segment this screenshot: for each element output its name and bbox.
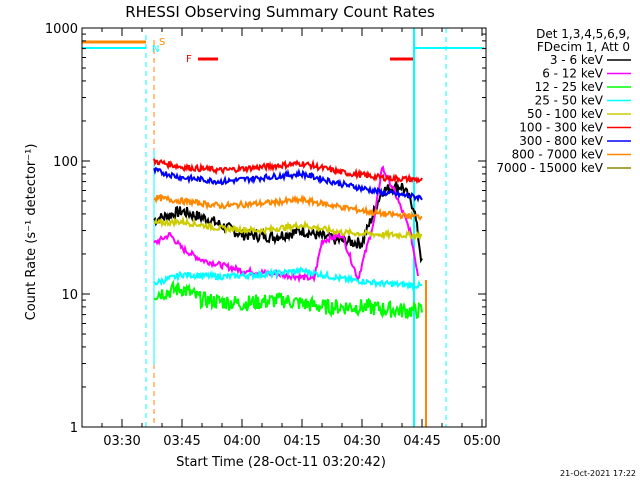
legend-label: 3 - 6 keV [550,53,604,67]
footer-timestamp: 21-Oct-2021 17:22 [560,469,636,478]
x-axis-label: Start Time (28-Oct-11 03:20:42) [176,455,386,470]
series-line-1 [153,165,419,284]
legend-label: 800 - 7000 keV [512,148,604,162]
legend-label: 100 - 300 keV [519,121,603,135]
x-tick-label: 03:30 [103,434,140,449]
legend-label: 6 - 12 keV [542,67,604,81]
legend-header-line: FDecim 1, Att 0 [537,40,630,54]
plot-frame [81,27,487,428]
x-tick-label: 04:15 [283,434,320,449]
legend-label: 12 - 25 keV [535,80,604,94]
y-tick-label: 1000 [45,22,78,37]
series-line-3 [153,266,423,293]
series-line-0 [153,180,423,264]
x-tick-label: 04:00 [223,434,260,449]
x-tick-label: 04:30 [343,434,380,449]
annotation-f: F [186,54,192,65]
y-tick-label: 100 [53,155,78,170]
x-tick-label: 05:00 [463,434,500,449]
y-tick-label: 1 [70,421,78,436]
series-line-7 [153,193,423,221]
x-tick-label: 03:45 [163,434,200,449]
y-tick-label: 10 [61,288,78,303]
series-line-5 [153,158,423,185]
series-line-2 [153,279,423,320]
annotation-s: S [159,37,165,48]
plot-content: SN F [82,28,484,427]
annotation-n: N [152,44,159,55]
y-axis-label: Count Rate (s⁻¹ detector⁻¹) [24,144,39,321]
x-tick-label: 04:45 [403,434,440,449]
legend-label: 300 - 800 keV [519,134,603,148]
axes: 03:30 03:45 04:00 04:15 04:30 04:45 05:00 1 10 10… [45,22,501,449]
legend-label: 25 - 50 keV [535,94,604,108]
legend-label: 7000 - 15000 keV [496,161,603,175]
series-line-4 [153,215,423,242]
legend-label: 50 - 100 keV [527,107,604,121]
legend-header-line: Det 1,3,4,5,6,9, [536,27,630,41]
legend: Det 1,3,4,5,6,9,FDecim 1, Att 03 - 6 keV… [496,27,631,175]
chart-title: RHESSI Observing Summary Count Rates [125,3,435,21]
series-line-6 [153,166,423,203]
